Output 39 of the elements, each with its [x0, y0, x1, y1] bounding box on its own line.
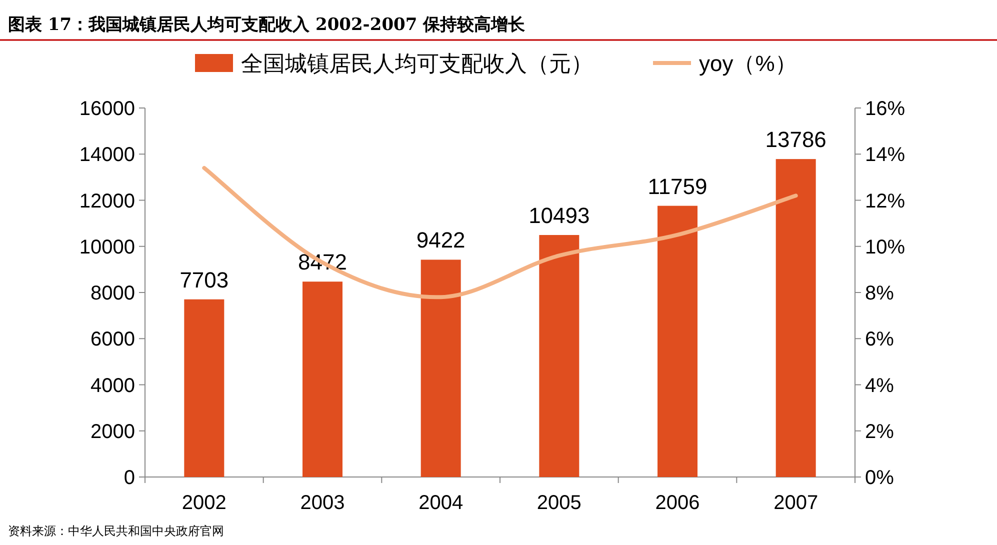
- y2-tick-label: 8%: [865, 282, 894, 304]
- y-tick-label: 14000: [79, 144, 135, 166]
- legend-label: yoy（%）: [699, 51, 797, 76]
- data-label: 9422: [416, 228, 466, 253]
- legend-label: 全国城镇居民人均可支配收入（元）: [241, 51, 593, 76]
- x-tick-label: 2006: [655, 492, 700, 514]
- y-tick-label: 8000: [90, 282, 135, 304]
- data-label: 7703: [180, 267, 229, 292]
- x-tick-label: 2005: [536, 492, 582, 514]
- y2-tick-label: 4%: [865, 374, 894, 397]
- bar: [658, 206, 698, 477]
- bar: [420, 260, 461, 477]
- bar: [184, 299, 224, 477]
- bar: [539, 235, 580, 477]
- y-tick-label: 4000: [90, 374, 135, 397]
- y2-tick-label: 2%: [865, 420, 894, 443]
- data-label: 10493: [528, 203, 590, 228]
- y2-tick-label: 14%: [865, 144, 906, 166]
- y2-tick-label: 16%: [865, 98, 906, 120]
- chart-title: 图表 17：我国城镇居民人均可支配收入 2002-2007 保持较高增长: [8, 15, 526, 35]
- data-label: 13786: [765, 127, 826, 152]
- data-label: 11759: [648, 174, 708, 199]
- y2-tick-label: 12%: [865, 190, 906, 212]
- x-tick-label: 2004: [418, 492, 464, 514]
- y2-tick-label: 6%: [865, 328, 894, 351]
- y-tick-label: 2000: [90, 420, 135, 443]
- y-tick-label: 12000: [79, 190, 135, 212]
- x-tick-label: 2002: [182, 492, 226, 514]
- bar: [776, 159, 816, 477]
- x-tick-label: 2003: [300, 492, 345, 514]
- text: 资料来源：中华人民共和国中央政府官网: [8, 524, 224, 538]
- y-tick-label: 10000: [79, 236, 135, 258]
- y2-tick-label: 10%: [865, 236, 906, 258]
- x-tick-label: 2007: [774, 492, 818, 514]
- y-tick-label: 0: [124, 467, 135, 489]
- y-tick-label: 16000: [79, 98, 135, 120]
- y-tick-label: 6000: [90, 328, 135, 351]
- y2-tick-label: 0%: [865, 467, 894, 489]
- bar: [302, 282, 342, 477]
